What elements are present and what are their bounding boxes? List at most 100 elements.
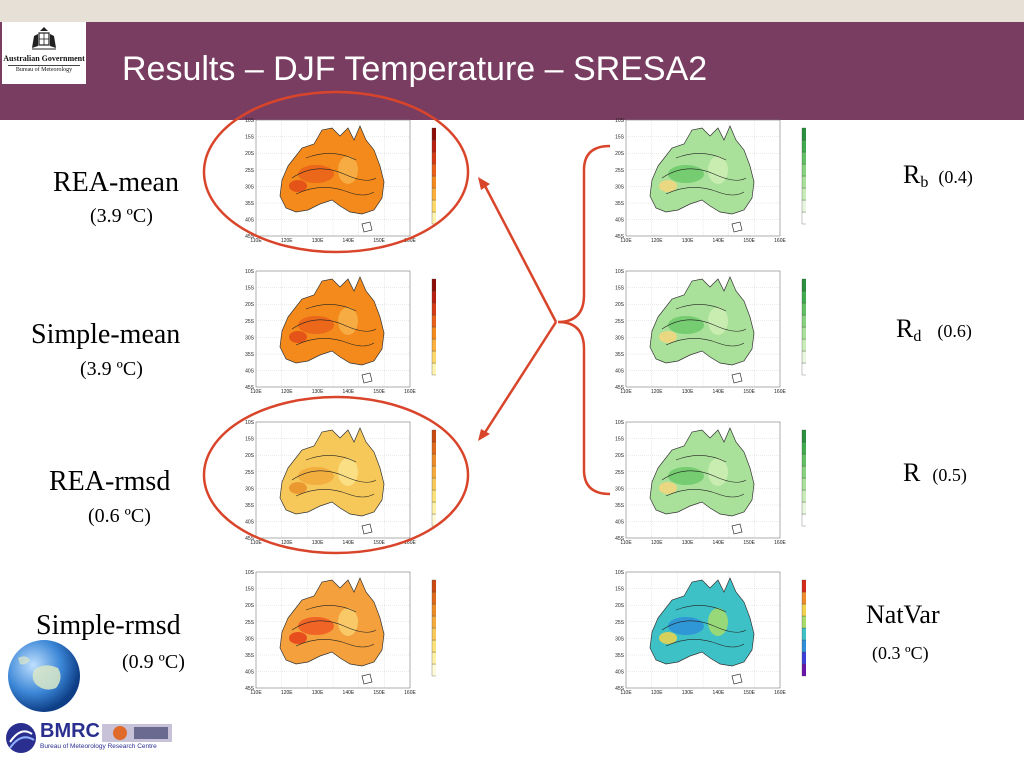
lat-tick-label: 25S [245, 168, 255, 174]
colorbar-segment [431, 338, 436, 352]
label-rea-mean: REA-mean [53, 167, 179, 198]
rb-sub: b [920, 174, 929, 192]
lat-tick-label: 30S [245, 335, 255, 341]
value-simple-rmsd: (0.9 ºC) [122, 651, 185, 673]
colorbar-segment [431, 591, 436, 605]
lat-tick-label: 10S [245, 420, 255, 426]
colorbar-segment [431, 139, 436, 153]
lon-tick-label: 120E [651, 238, 663, 244]
lat-tick-label: 20S [615, 151, 625, 157]
lat-tick-label: 15S [615, 437, 625, 443]
lat-tick-label: 40S [615, 520, 625, 526]
lat-tick-label: 10S [615, 570, 625, 576]
lon-tick-label: 150E [743, 690, 755, 696]
arrow-to-rea-rmsd [482, 321, 558, 435]
lon-tick-label: 140E [343, 690, 355, 696]
lat-tick-label: 40S [245, 670, 255, 676]
colorbar-segment [431, 350, 436, 364]
colorbar-segment [431, 513, 436, 527]
lon-tick-label: 110E [250, 690, 262, 696]
top-strip [0, 0, 1024, 22]
colorbar-segment [431, 211, 436, 225]
lat-tick-label: 15S [245, 135, 255, 141]
lat-tick-label: 30S [245, 486, 255, 492]
colorbar-segment [801, 501, 806, 515]
lat-tick-label: 30S [615, 486, 625, 492]
label-rd: Rd (0.6) [896, 314, 972, 346]
lon-tick-label: 140E [713, 540, 725, 546]
colorbar-segment [801, 187, 806, 201]
colorbar-segment [801, 489, 806, 503]
logo-bureau-text: Bureau of Meteorology [8, 65, 80, 74]
bmrc-logo: BMRC Bureau of Meteorology Research Cent… [4, 716, 204, 764]
colorbar-segment [801, 362, 806, 376]
map-rd: 10S 15S 20S 25S 30S 35S 40S 45S 110E 120E 130E 140E… [606, 265, 806, 395]
colorbar-segment [801, 175, 806, 189]
colorbar-segment [431, 651, 436, 665]
colorbar-segment [431, 465, 436, 479]
label-simple-rmsd: Simple-rmsd [36, 610, 181, 641]
lon-tick-label: 120E [651, 389, 663, 395]
lon-tick-label: 150E [743, 389, 755, 395]
lon-tick-label: 120E [651, 540, 663, 546]
lat-tick-label: 35S [615, 653, 625, 659]
natvar-main: NatVar [866, 600, 940, 629]
lon-tick-label: 150E [373, 540, 385, 546]
lat-tick-label: 35S [615, 201, 625, 207]
map-r: 10S 15S 20S 25S 30S 35S 40S 45S 110E 120E 130E 140E… [606, 416, 806, 546]
colorbar-segment [801, 139, 806, 153]
lat-tick-label: 45S [245, 385, 255, 391]
rb-value: (0.4) [938, 167, 973, 187]
lat-tick-label: 25S [615, 470, 625, 476]
rd-sub: d [913, 328, 922, 346]
coat-of-arms-icon [32, 27, 56, 50]
lon-tick-label: 160E [404, 389, 416, 395]
lat-tick-label: 15S [615, 286, 625, 292]
lon-tick-label: 120E [651, 690, 663, 696]
lat-tick-label: 40S [615, 369, 625, 375]
slide-header [0, 22, 1024, 120]
colorbar-segment [801, 591, 806, 605]
lat-tick-label: 15S [245, 587, 255, 593]
lon-tick-label: 150E [373, 690, 385, 696]
colorbar-segment [801, 338, 806, 352]
lon-tick-label: 110E [620, 540, 632, 546]
lon-tick-label: 130E [312, 540, 324, 546]
lon-tick-label: 150E [743, 540, 755, 546]
lat-tick-label: 40S [245, 520, 255, 526]
lon-tick-label: 160E [774, 389, 786, 395]
lat-tick-label: 45S [245, 686, 255, 692]
lat-tick-label: 10S [615, 118, 625, 124]
label-rea-rmsd: REA-rmsd [49, 466, 171, 497]
colorbar-segment [801, 651, 806, 665]
lon-tick-label: 140E [713, 690, 725, 696]
arrow-head-top [478, 177, 490, 190]
lat-tick-label: 45S [615, 536, 625, 542]
lat-tick-label: 25S [245, 319, 255, 325]
lon-tick-label: 160E [404, 690, 416, 696]
lat-tick-label: 25S [615, 319, 625, 325]
colorbar-segment [431, 127, 436, 141]
colorbar-segment [801, 615, 806, 629]
lat-tick-label: 15S [615, 587, 625, 593]
lat-tick-label: 20S [615, 302, 625, 308]
colorbar-segment [801, 603, 806, 617]
colorbar-segment [801, 314, 806, 328]
lat-tick-label: 30S [615, 636, 625, 642]
colorbar-segment [431, 362, 436, 376]
lon-tick-label: 150E [373, 389, 385, 395]
bmrc-emblem-icon [6, 723, 36, 753]
lon-tick-label: 120E [281, 690, 293, 696]
colorbar-segment [801, 513, 806, 527]
lat-tick-label: 10S [615, 269, 625, 275]
bracket [557, 144, 611, 496]
colorbar-segment [431, 615, 436, 629]
colorbar-segment [801, 429, 806, 443]
colorbar-segment [801, 579, 806, 593]
